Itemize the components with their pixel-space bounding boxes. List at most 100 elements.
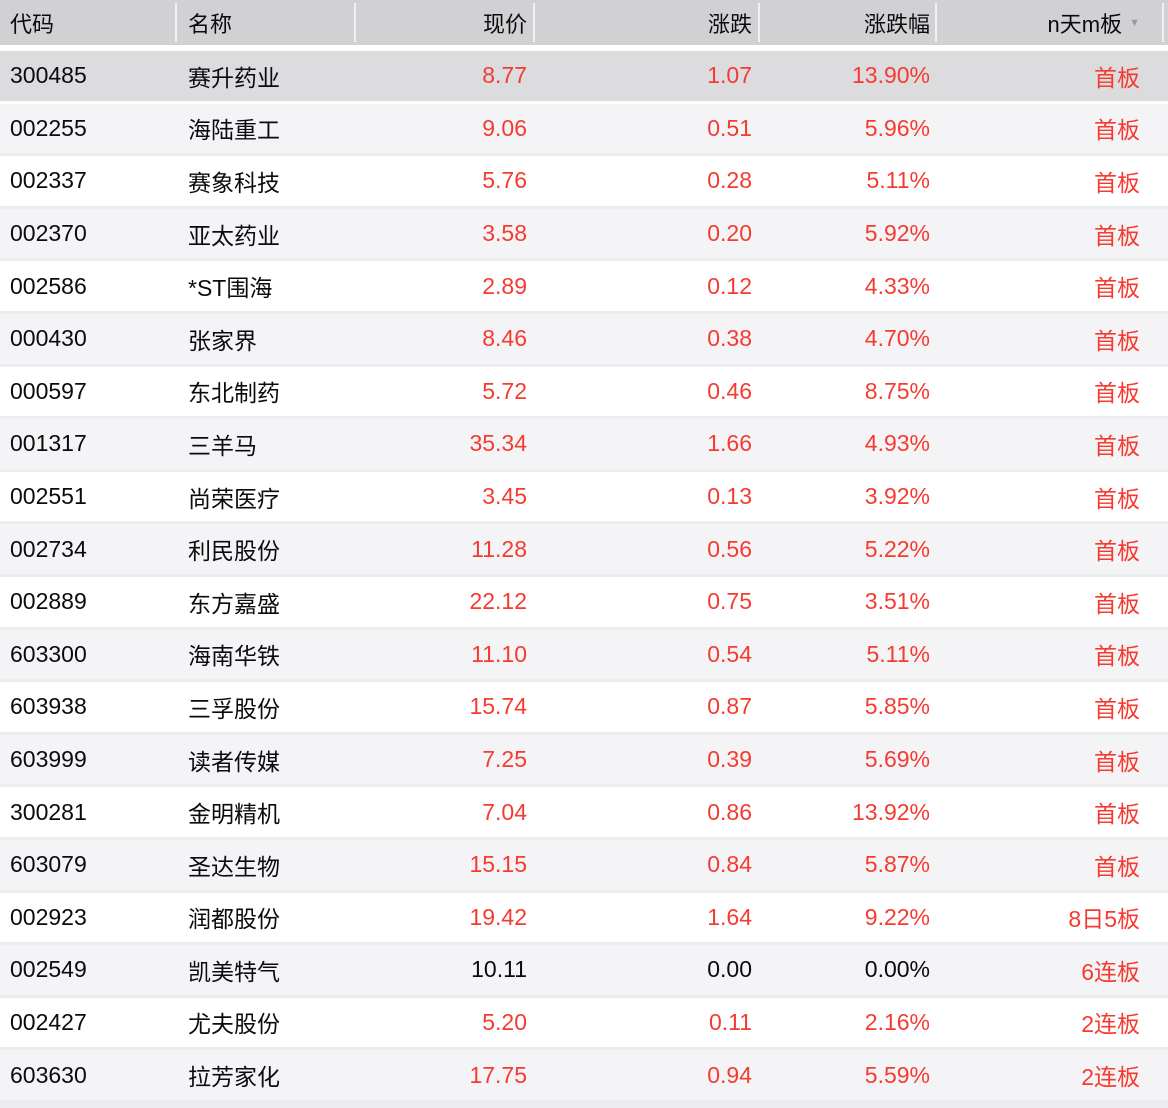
stock-change-percent: 5.92% — [864, 220, 930, 247]
stock-change: 0.11 — [708, 1008, 752, 1035]
stock-change: 0.46 — [707, 377, 752, 404]
table-row[interactable]: 001317 三羊马 35.34 1.66 4.93% 首板 — [0, 419, 1168, 472]
column-header-code[interactable]: 代码 — [0, 0, 177, 45]
stock-change: 0.13 — [707, 483, 752, 510]
stock-code: 603938 — [10, 693, 87, 720]
stock-code: 002427 — [10, 1008, 87, 1035]
table-row[interactable]: 603300 海南华铁 11.10 0.54 5.11% 首板 — [0, 629, 1168, 683]
stock-code: 603300 — [10, 640, 87, 667]
stock-board-status: 2连板 — [1081, 1011, 1140, 1038]
stock-code: 300485 — [10, 62, 87, 89]
stock-name: 张家界 — [188, 327, 257, 354]
column-header-change[interactable]: 涨跌 — [535, 0, 760, 45]
stock-code: 603630 — [10, 1061, 87, 1088]
table-row[interactable]: 300485 赛升药业 8.77 1.07 13.90% 首板 — [0, 51, 1168, 104]
stock-price: 5.76 — [482, 167, 527, 194]
stock-code: 002586 — [10, 272, 87, 299]
stock-change-percent: 9.22% — [864, 903, 930, 930]
stock-change: 1.64 — [707, 903, 752, 930]
stock-code: 002255 — [10, 114, 87, 141]
stock-board-status: 首板 — [1094, 222, 1140, 249]
table-row[interactable]: 000597 东北制药 5.72 0.46 8.75% 首板 — [0, 366, 1168, 420]
stock-name: 拉芳家化 — [188, 1064, 280, 1091]
table-row[interactable]: 002889 东方嘉盛 22.12 0.75 3.51% 首板 — [0, 576, 1168, 630]
column-header-change-percent[interactable]: 涨跌幅 — [760, 0, 937, 45]
stock-code: 000597 — [10, 377, 87, 404]
stock-price: 3.45 — [482, 483, 527, 510]
stock-price: 35.34 — [469, 430, 527, 457]
stock-change-percent: 4.33% — [864, 272, 930, 299]
column-header-change-percent-label: 涨跌幅 — [863, 11, 930, 37]
header-divider — [1162, 3, 1164, 42]
table-row[interactable]: 002551 尚荣医疗 3.45 0.13 3.92% 首板 — [0, 471, 1168, 525]
column-header-change-label: 涨跌 — [707, 11, 752, 37]
stock-change-percent: 5.11% — [866, 167, 930, 194]
stock-change: 0.39 — [707, 746, 752, 773]
stock-board-status: 首板 — [1094, 695, 1140, 722]
header-divider — [175, 3, 177, 42]
column-header-code-label: 代码 — [10, 11, 55, 37]
stock-price: 22.12 — [469, 588, 527, 615]
stock-board-status: 首板 — [1094, 748, 1140, 775]
stock-change: 0.56 — [707, 535, 752, 562]
stock-name: 尤夫股份 — [188, 1011, 280, 1038]
stock-price: 19.42 — [469, 903, 527, 930]
stock-name: 读者传媒 — [188, 748, 280, 775]
stock-name: 亚太药业 — [188, 222, 280, 249]
stock-board-status: 首板 — [1094, 380, 1140, 407]
header-divider — [533, 3, 535, 42]
bottom-partial-row — [0, 1102, 1168, 1108]
stock-change-percent: 8.75% — [864, 377, 930, 404]
table-row[interactable]: 002337 赛象科技 5.76 0.28 5.11% 首板 — [0, 156, 1168, 209]
stock-price: 8.77 — [482, 62, 527, 89]
stock-price: 11.28 — [471, 535, 527, 562]
stock-change: 0.54 — [707, 640, 752, 667]
sort-descending-icon[interactable]: ▼ — [1129, 17, 1140, 29]
table-row[interactable]: 603630 拉芳家化 17.75 0.94 5.59% 2连板 — [0, 1050, 1168, 1103]
stock-board-status: 首板 — [1094, 169, 1140, 196]
stock-change-percent: 0.00% — [864, 956, 930, 983]
table-row[interactable]: 000430 张家界 8.46 0.38 4.70% 首板 — [0, 313, 1168, 367]
column-header-name-label: 名称 — [188, 11, 233, 37]
table-body: 300485 赛升药业 8.77 1.07 13.90% 首板 002255 海… — [0, 51, 1168, 1103]
stock-change-percent: 4.70% — [864, 325, 930, 352]
column-header-price[interactable]: 现价 — [356, 0, 535, 45]
stock-name: 尚荣医疗 — [188, 485, 280, 512]
stock-board-status: 首板 — [1094, 590, 1140, 617]
table-row[interactable]: 603999 读者传媒 7.25 0.39 5.69% 首板 — [0, 734, 1168, 788]
stock-change: 1.07 — [707, 62, 752, 89]
stock-code: 002370 — [10, 220, 87, 247]
table-row[interactable]: 603938 三孚股份 15.74 0.87 5.85% 首板 — [0, 682, 1168, 735]
table-row[interactable]: 002255 海陆重工 9.06 0.51 5.96% 首板 — [0, 103, 1168, 157]
stock-change: 0.84 — [707, 851, 752, 878]
stock-change: 0.75 — [707, 588, 752, 615]
table-row[interactable]: 002923 润都股份 19.42 1.64 9.22% 8日5板 — [0, 892, 1168, 946]
table-row[interactable]: 002549 凯美特气 10.11 0.00 0.00% 6连板 — [0, 945, 1168, 998]
table-row[interactable]: 300281 金明精机 7.04 0.86 13.92% 首板 — [0, 787, 1168, 840]
table-row[interactable]: 002586 *ST围海 2.89 0.12 4.33% 首板 — [0, 261, 1168, 314]
stock-code: 002734 — [10, 535, 87, 562]
table-row[interactable]: 002427 尤夫股份 5.20 0.11 2.16% 2连板 — [0, 997, 1168, 1051]
stock-code: 002889 — [10, 588, 87, 615]
stock-board-status: 首板 — [1094, 432, 1140, 459]
stock-name: 东北制药 — [188, 380, 280, 407]
stock-board-status: 首板 — [1094, 327, 1140, 354]
stock-code: 002337 — [10, 167, 87, 194]
stock-board-status: 8日5板 — [1068, 906, 1140, 933]
stock-code: 002923 — [10, 903, 87, 930]
stock-price: 3.58 — [482, 220, 527, 247]
stock-name: 三孚股份 — [188, 695, 280, 722]
column-header-board-sort[interactable]: n天m板 ▼ — [937, 0, 1168, 45]
header-divider — [758, 3, 760, 42]
column-header-board-label: n天m板 — [1047, 11, 1123, 37]
stock-name: *ST围海 — [188, 275, 273, 302]
stock-board-status: 首板 — [1094, 643, 1140, 670]
column-header-name[interactable]: 名称 — [177, 0, 356, 45]
stock-change-percent: 5.69% — [864, 746, 930, 773]
stock-code: 603079 — [10, 851, 87, 878]
stock-change: 0.51 — [707, 114, 752, 141]
table-row[interactable]: 002734 利民股份 11.28 0.56 5.22% 首板 — [0, 524, 1168, 577]
table-row[interactable]: 603079 圣达生物 15.15 0.84 5.87% 首板 — [0, 839, 1168, 893]
stock-change-percent: 13.92% — [851, 798, 930, 825]
table-row[interactable]: 002370 亚太药业 3.58 0.20 5.92% 首板 — [0, 208, 1168, 262]
